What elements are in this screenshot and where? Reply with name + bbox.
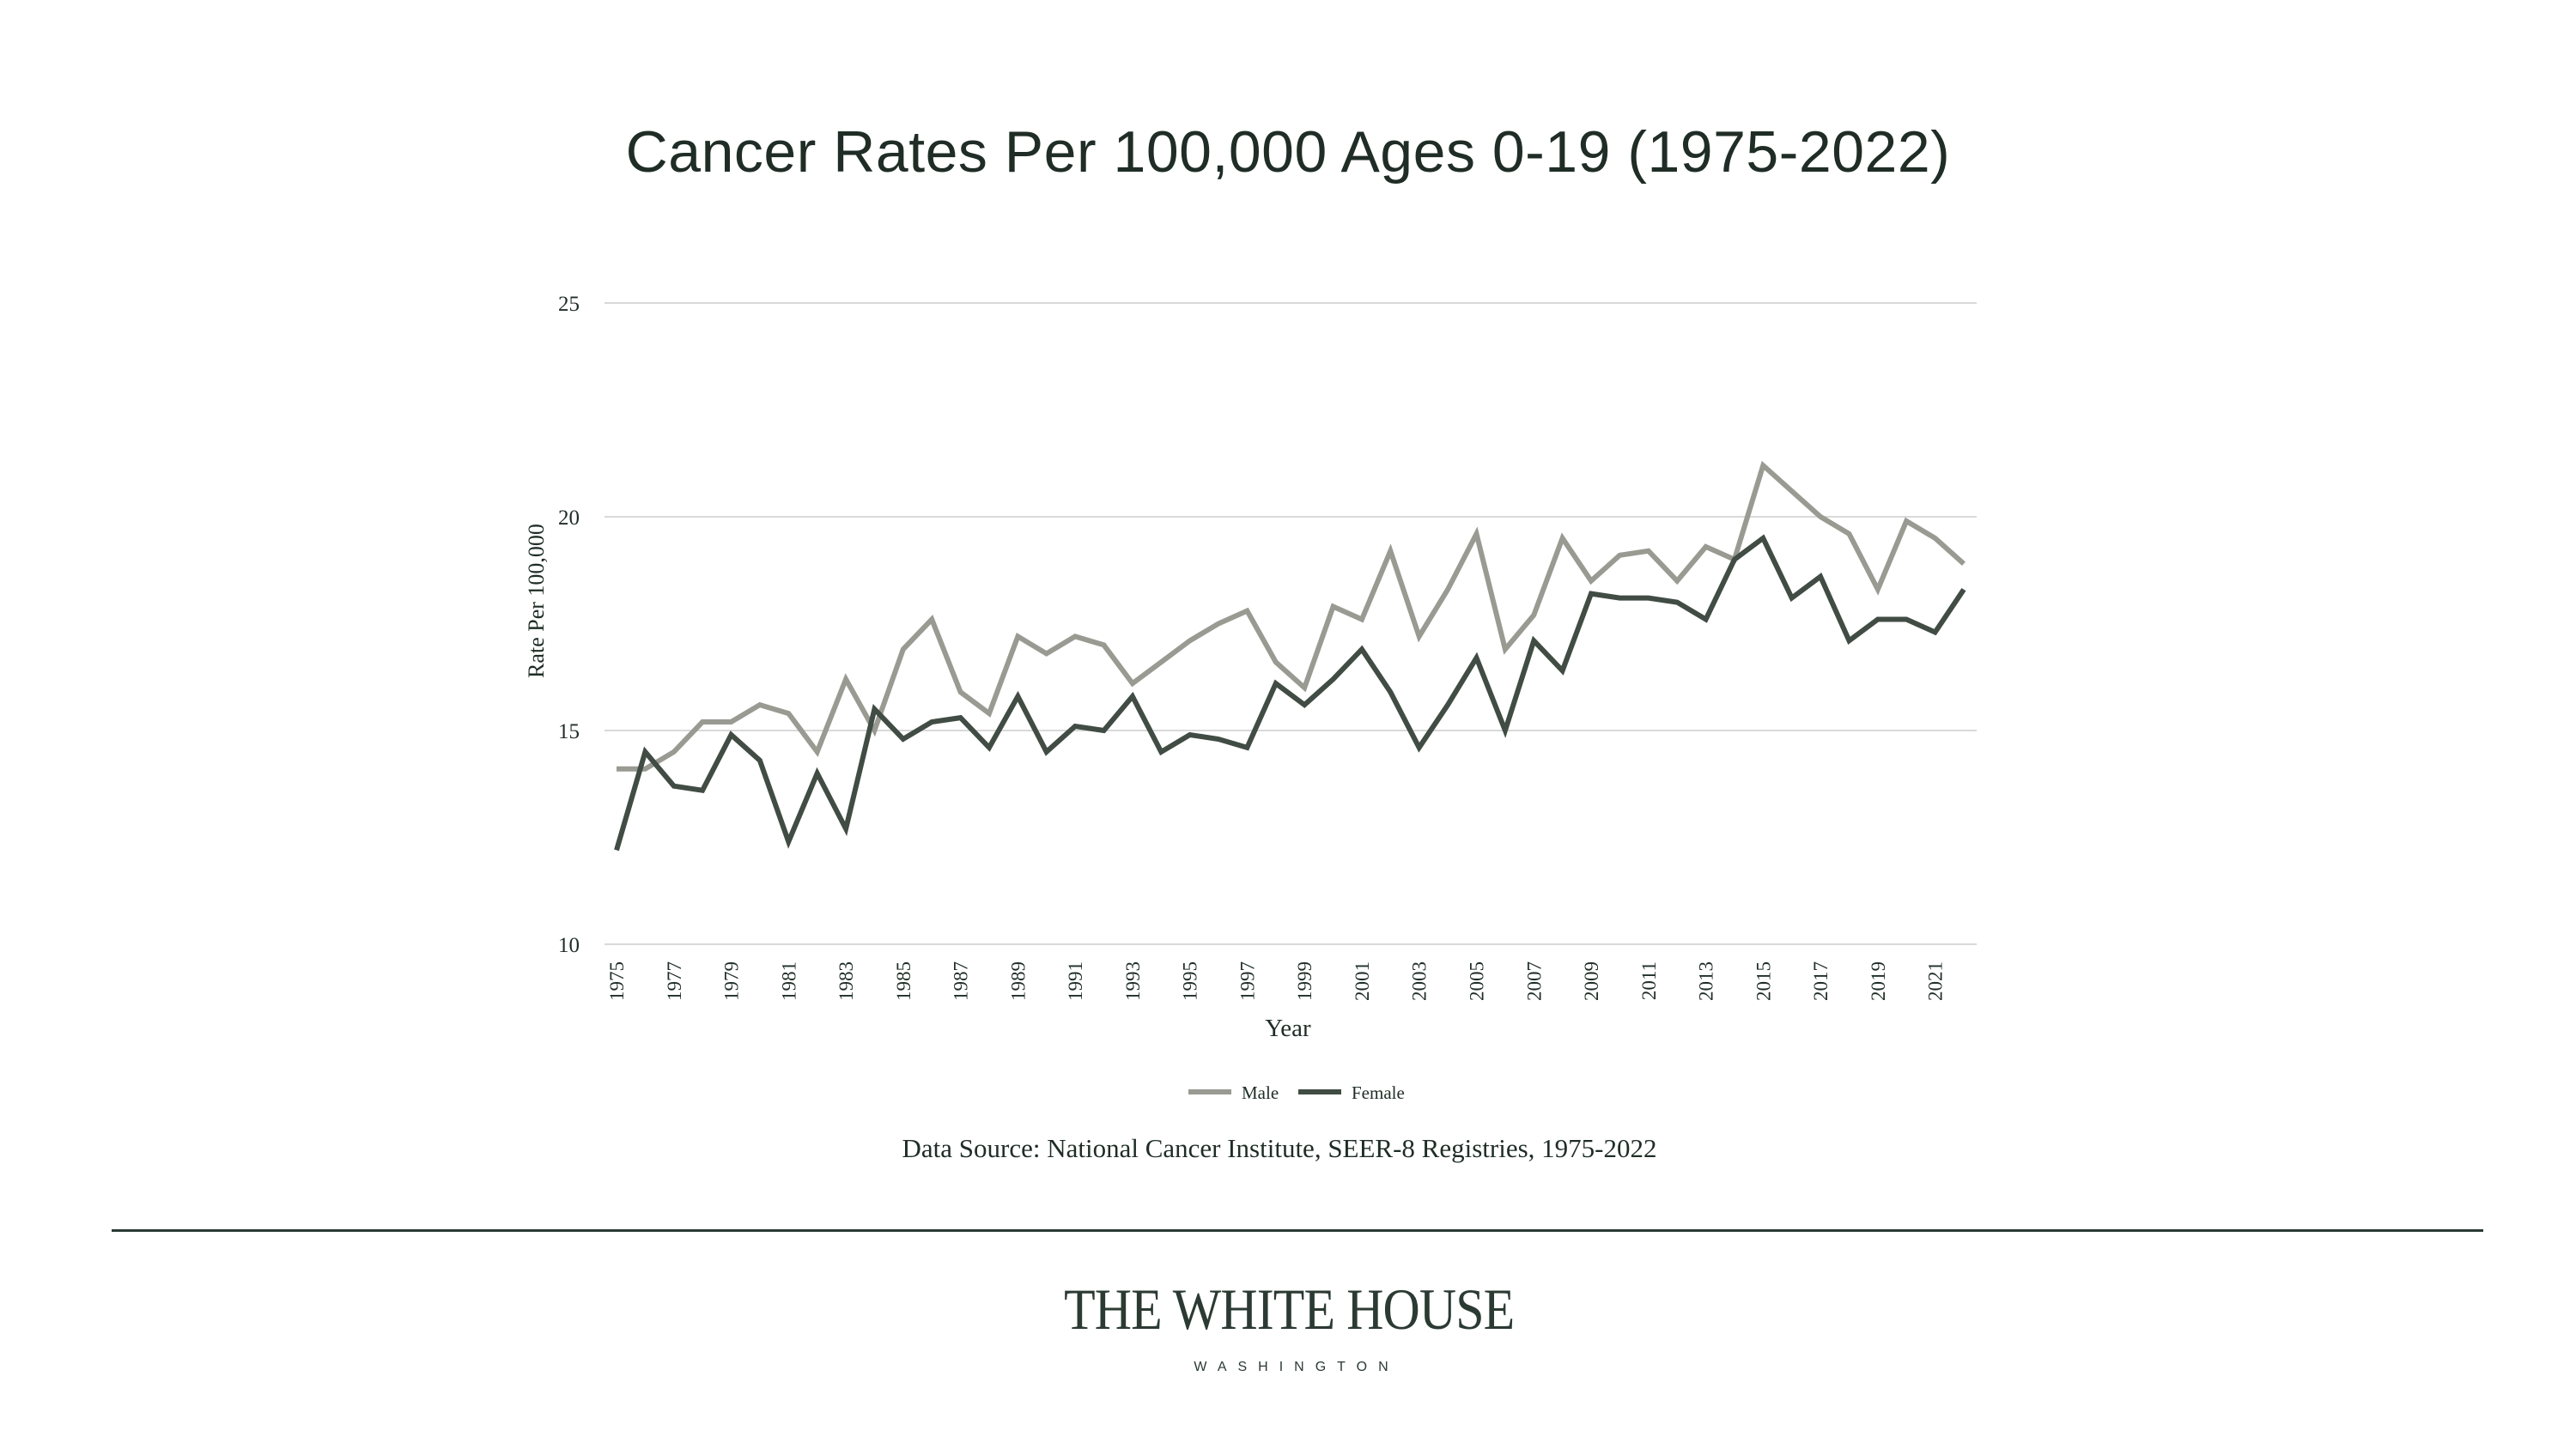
x-axis-label: Year xyxy=(1265,1015,1311,1042)
legend-label-male: Male xyxy=(1242,1082,1279,1103)
x-tick-label: 1981 xyxy=(778,961,799,1001)
x-tick-label: 1991 xyxy=(1065,961,1086,1001)
footer-divider xyxy=(112,1229,2483,1232)
x-tick-label: 1987 xyxy=(951,961,972,1001)
y-tick-label: 25 xyxy=(558,293,580,316)
legend-label-female: Female xyxy=(1352,1082,1405,1103)
y-axis-label: Rate Per 100,000 xyxy=(524,524,549,678)
x-tick-label: 1975 xyxy=(606,961,628,1001)
series-line-male xyxy=(617,460,1966,772)
x-tick-label: 1995 xyxy=(1180,961,1201,1001)
y-tick-label: 10 xyxy=(558,934,580,957)
chart-title: Cancer Rates Per 100,000 Ages 0-19 (1975… xyxy=(625,119,1951,185)
line-chart: 10 15 20 25 1975 1977 1979 1981 1983 1985 1987 198… xyxy=(524,293,1977,1103)
white-house-logo-title: THE WHITE HOUSE xyxy=(1064,1276,1515,1342)
x-tick-label: 1989 xyxy=(1007,961,1029,1001)
x-tick-label: 2007 xyxy=(1523,961,1545,1001)
x-tick-label: 2003 xyxy=(1409,961,1431,1001)
x-tick-label: 2019 xyxy=(1868,961,1889,1001)
x-tick-label: 2021 xyxy=(1925,961,1947,1001)
gridlines xyxy=(605,302,1977,945)
x-tick-label: 2017 xyxy=(1810,961,1832,1001)
x-tick-label: 2009 xyxy=(1581,961,1602,1001)
series-lines xyxy=(614,460,1966,852)
x-tick-label: 1993 xyxy=(1122,961,1144,1001)
x-tick-label: 2015 xyxy=(1753,961,1774,1001)
white-house-logo-subtitle: WASHINGTON xyxy=(1194,1360,1400,1374)
x-tick-label: 1977 xyxy=(664,961,685,1001)
x-axis-ticks: 1975 1977 1979 1981 1983 1985 1987 1989 1991 1993… xyxy=(606,961,1947,1001)
x-tick-label: 1979 xyxy=(721,961,743,1001)
y-tick-label: 20 xyxy=(558,506,580,530)
legend: Male Female xyxy=(1188,1082,1405,1103)
x-tick-label: 1983 xyxy=(835,961,857,1001)
data-source-note: Data Source: National Cancer Institute, … xyxy=(902,1133,1657,1163)
y-axis-ticks: 10 15 20 25 xyxy=(558,293,580,957)
y-tick-label: 15 xyxy=(558,720,580,743)
x-tick-label: 2013 xyxy=(1696,961,1717,1001)
x-tick-label: 2001 xyxy=(1352,961,1373,1001)
x-tick-label: 2011 xyxy=(1638,961,1660,1000)
x-tick-label: 2005 xyxy=(1466,961,1487,1001)
x-tick-label: 1985 xyxy=(893,961,914,1001)
series-line-female xyxy=(614,534,1966,852)
x-tick-label: 1997 xyxy=(1236,961,1258,1001)
x-tick-label: 1999 xyxy=(1294,961,1315,1001)
